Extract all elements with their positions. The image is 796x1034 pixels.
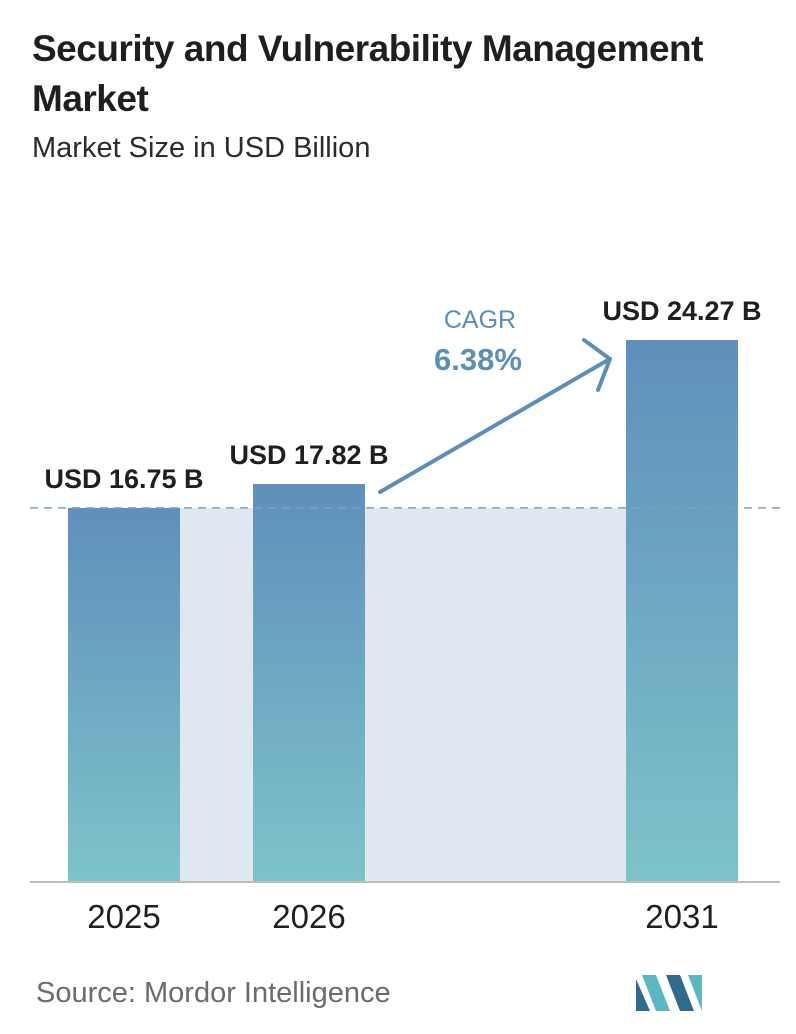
- cagr-arrow: [378, 358, 610, 494]
- bar-2025: [68, 507, 180, 882]
- chart-subtitle: Market Size in USD Billion: [32, 132, 371, 164]
- data-label-2026: USD 17.82 B: [229, 440, 388, 470]
- band-2025-2026: [180, 507, 253, 882]
- x-tick-2031: 2031: [645, 898, 718, 935]
- data-label-2031: USD 24.27 B: [602, 296, 761, 326]
- mordor-intelligence-logo-icon: [636, 975, 702, 1011]
- source-text: Source: Mordor Intelligence: [36, 977, 391, 1009]
- x-tick-2025: 2025: [87, 898, 160, 935]
- chart-title: Security and Vulnerability Management Ma…: [32, 28, 703, 119]
- cagr-value: 6.38%: [434, 342, 522, 377]
- cagr-label: CAGR: [444, 306, 516, 334]
- x-tick-2026: 2026: [272, 898, 345, 935]
- band-2026-2031: [365, 507, 626, 882]
- bar-2031: [626, 340, 738, 882]
- bar-chart: USD 16.75 B USD 17.82 B USD 24.27 B 2025 20…: [30, 296, 780, 935]
- bar-2026: [253, 484, 365, 882]
- data-label-2025: USD 16.75 B: [44, 464, 203, 494]
- cagr-arrowhead: [582, 338, 612, 392]
